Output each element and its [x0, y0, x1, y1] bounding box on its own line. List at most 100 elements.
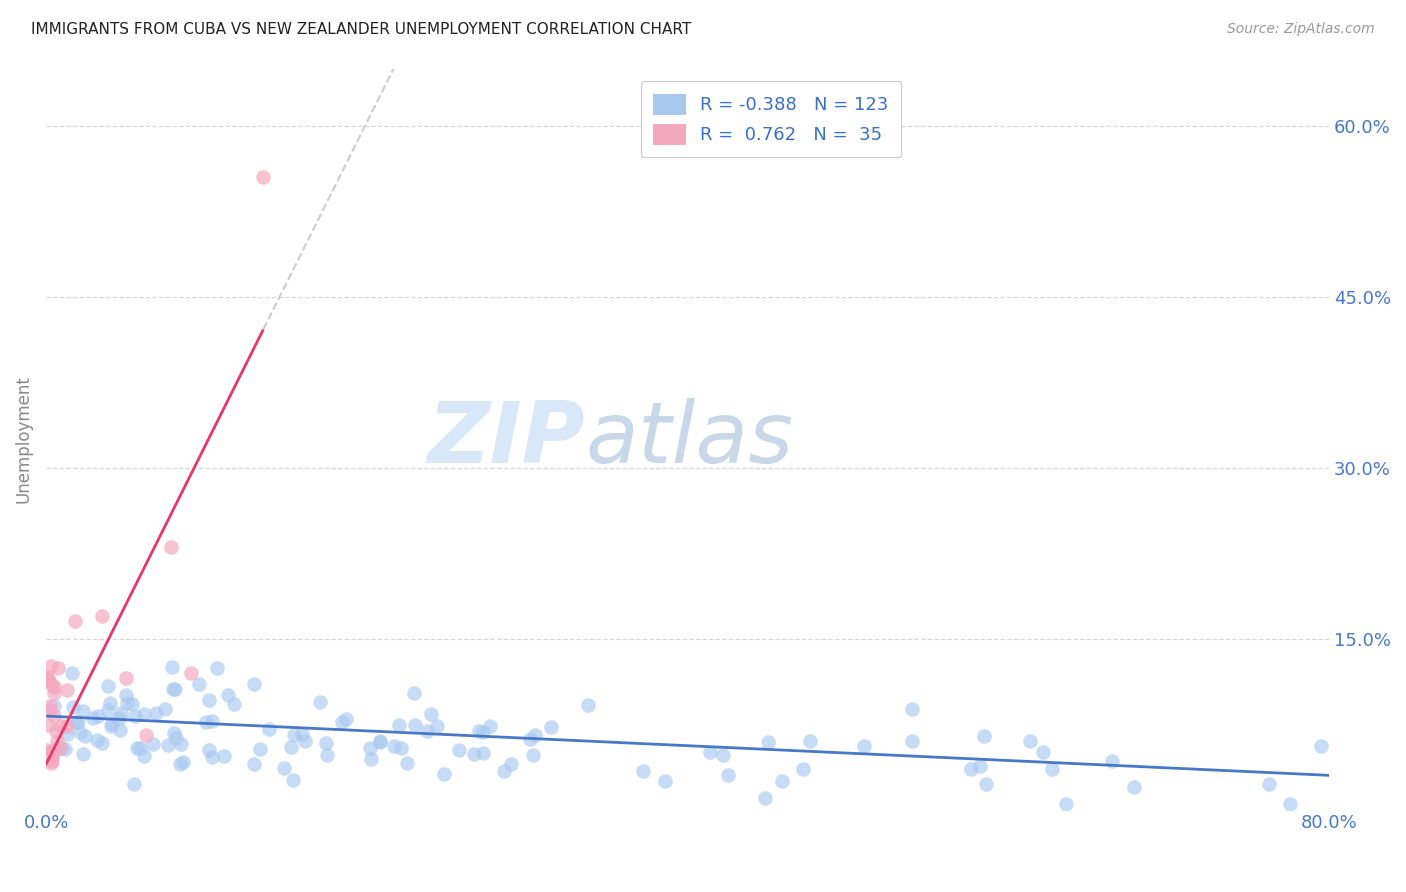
Point	[281, 772, 304, 787]
Point	[100, 696, 122, 710]
Point	[249, 742, 271, 756]
Point	[145, 706, 167, 720]
Point	[959, 762, 981, 776]
Point	[471, 725, 494, 739]
Point	[100, 717, 122, 731]
Point	[368, 735, 391, 749]
Point	[388, 718, 411, 732]
Point	[179, 665, 201, 680]
Point	[86, 733, 108, 747]
Point	[1101, 754, 1123, 768]
Point	[39, 752, 62, 766]
Point	[368, 733, 391, 747]
Point	[382, 739, 405, 753]
Point	[38, 703, 60, 717]
Point	[46, 661, 69, 675]
Point	[315, 747, 337, 762]
Point	[974, 777, 997, 791]
Point	[49, 719, 72, 733]
Point	[449, 743, 471, 757]
Point	[243, 677, 266, 691]
Point	[188, 677, 211, 691]
Point	[60, 666, 83, 681]
Point	[426, 719, 449, 733]
Point	[82, 711, 104, 725]
Point	[792, 762, 814, 776]
Point	[162, 726, 184, 740]
Point	[523, 728, 546, 742]
Point	[799, 733, 821, 747]
Point	[62, 700, 84, 714]
Point	[291, 727, 314, 741]
Point	[35, 746, 58, 760]
Point	[201, 714, 224, 728]
Point	[205, 661, 228, 675]
Point	[631, 764, 654, 779]
Point	[1040, 762, 1063, 776]
Point	[969, 759, 991, 773]
Point	[163, 681, 186, 696]
Point	[416, 723, 439, 738]
Point	[75, 729, 97, 743]
Point	[63, 615, 86, 629]
Point	[901, 733, 924, 747]
Point	[1032, 745, 1054, 759]
Point	[1122, 780, 1144, 795]
Point	[172, 755, 194, 769]
Point	[65, 715, 87, 730]
Point	[115, 688, 138, 702]
Point	[41, 754, 63, 768]
Point	[330, 715, 353, 730]
Text: atlas: atlas	[585, 398, 793, 481]
Y-axis label: Unemployment: Unemployment	[15, 376, 32, 503]
Point	[56, 727, 79, 741]
Point	[756, 734, 779, 748]
Point	[699, 745, 721, 759]
Point	[129, 741, 152, 756]
Point	[42, 744, 65, 758]
Point	[91, 736, 114, 750]
Point	[283, 728, 305, 742]
Point	[198, 693, 221, 707]
Point	[717, 768, 740, 782]
Point	[124, 777, 146, 791]
Point	[1018, 733, 1040, 747]
Point	[198, 743, 221, 757]
Point	[53, 742, 76, 756]
Point	[115, 696, 138, 710]
Text: IMMIGRANTS FROM CUBA VS NEW ZEALANDER UNEMPLOYMENT CORRELATION CHART: IMMIGRANTS FROM CUBA VS NEW ZEALANDER UN…	[31, 22, 692, 37]
Point	[402, 686, 425, 700]
Point	[754, 791, 776, 805]
Point	[194, 714, 217, 729]
Point	[222, 697, 245, 711]
Point	[335, 712, 357, 726]
Point	[134, 748, 156, 763]
Point	[72, 704, 94, 718]
Point	[479, 719, 502, 733]
Point	[217, 688, 239, 702]
Point	[359, 741, 381, 756]
Point	[56, 682, 79, 697]
Point	[115, 672, 138, 686]
Point	[396, 756, 419, 770]
Point	[86, 708, 108, 723]
Point	[294, 734, 316, 748]
Point	[1054, 797, 1077, 811]
Point	[108, 723, 131, 737]
Point	[900, 702, 922, 716]
Point	[67, 714, 90, 729]
Point	[654, 774, 676, 789]
Point	[38, 673, 60, 688]
Point	[49, 741, 72, 756]
Point	[494, 764, 516, 779]
Point	[110, 706, 132, 720]
Point	[41, 745, 63, 759]
Point	[44, 680, 66, 694]
Point	[157, 738, 180, 752]
Point	[42, 699, 65, 714]
Point	[97, 679, 120, 693]
Point	[42, 686, 65, 700]
Point	[308, 695, 330, 709]
Point	[853, 739, 876, 753]
Point	[153, 702, 176, 716]
